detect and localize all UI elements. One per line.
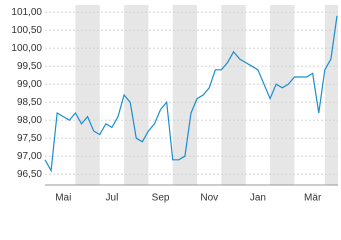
y-tick-label: 100,00	[11, 43, 42, 54]
y-tick-label: 98,00	[17, 115, 42, 126]
month-band	[75, 5, 100, 185]
x-tick-label: Mär	[304, 193, 322, 204]
y-tick-label: 97,00	[17, 151, 42, 162]
price-line	[44, 15, 338, 173]
x-tick-label: Sep	[152, 193, 170, 204]
y-tick-label: 99,00	[17, 79, 42, 90]
chart: 96,50 97,00 97,50 98,00 98,50 99,00 99,50 100,0…	[11, 5, 338, 204]
y-tick-label: 98,50	[17, 97, 42, 108]
month-band	[172, 5, 198, 185]
page: {"chart_data": {"type": "line", "categor…	[11, 5, 338, 204]
y-tick-label: 97,50	[17, 133, 42, 144]
y-tick-label: 99,50	[17, 61, 42, 72]
month-band	[324, 5, 338, 185]
y-tick-label: 96,50	[17, 169, 42, 180]
y-tick-label: 101,00	[11, 7, 42, 18]
x-tick-label: Jul	[106, 193, 119, 204]
month-band	[270, 5, 295, 185]
x-tick-label: Mai	[55, 193, 71, 204]
month-band	[221, 5, 246, 185]
month-band	[124, 5, 149, 185]
y-tick-label: 100,50	[11, 25, 42, 36]
x-tick-label: Nov	[200, 193, 218, 204]
x-tick-label: Jan	[250, 193, 266, 204]
